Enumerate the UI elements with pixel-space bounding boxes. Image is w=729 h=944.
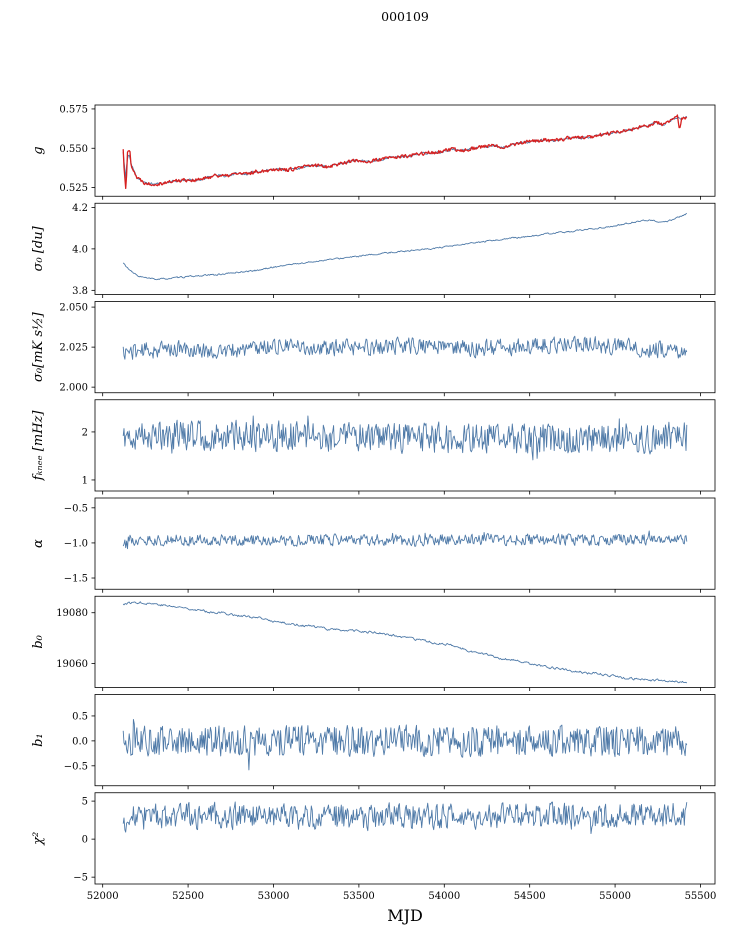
y-tick-label: −1.0 <box>64 538 88 549</box>
y-axis-label-alpha: α <box>31 539 46 548</box>
sigma0-du-line <box>122 212 688 281</box>
y-tick-label: 5 <box>82 797 88 808</box>
panel-sigma0-du: 3.8 4.0 4.2 σ₀ [du] <box>31 202 716 298</box>
panel-spine <box>94 595 716 688</box>
panel-plot-area <box>122 212 688 281</box>
b0-line <box>122 601 688 684</box>
panel-plot-area <box>122 415 688 461</box>
x-tick-label: 52500 <box>172 891 204 902</box>
panel-plot-area <box>122 530 688 550</box>
panel-plot-area <box>122 801 688 835</box>
panel-alpha: −0.5 −1.0 −1.5 α <box>31 497 716 593</box>
x-tick-label: 52000 <box>87 891 119 902</box>
panel-plot-area <box>122 335 688 360</box>
figure-title: 000109 <box>381 9 429 24</box>
panel-plot-area <box>122 114 688 190</box>
fknee-line <box>122 415 688 461</box>
y-tick-label: 3.8 <box>72 286 88 297</box>
x-tick-label: 53500 <box>343 891 375 902</box>
y-tick-label: 0.5 <box>72 711 88 722</box>
y-axis-label-fknee: fₖₙₑₑ [mHz] <box>31 410 46 482</box>
panel-plot-area <box>122 718 688 771</box>
panel-fknee: 1 2 fₖₙₑₑ [mHz] <box>31 399 716 495</box>
x-tick-label: 53000 <box>258 891 290 902</box>
y-tick-label: 19060 <box>56 659 88 670</box>
y-axis-label-sigma0-mk: σ₀[mK s½] <box>31 311 46 382</box>
y-tick-label: 1 <box>82 475 88 486</box>
panel-spine <box>94 202 716 295</box>
y-tick-label: 0.525 <box>59 183 88 194</box>
y-tick-label: 0.0 <box>72 736 88 747</box>
panel-spine <box>94 694 716 787</box>
x-tick-label: 55500 <box>685 891 717 902</box>
y-tick-label: 0 <box>82 835 88 846</box>
x-tick-label: 54500 <box>514 891 546 902</box>
alpha-line <box>122 530 688 550</box>
panel-chi2: 5 0 −5 52000 52500 53000 53500 54000 54500 55000 5… <box>31 792 717 902</box>
x-tick-label: 54000 <box>428 891 460 902</box>
y-tick-label: 2 <box>82 427 88 438</box>
g-blue-line <box>122 115 687 186</box>
chi2-line <box>122 801 688 835</box>
g-red-line <box>122 114 688 190</box>
x-tick-label: 55000 <box>599 891 631 902</box>
panel-b1: 0.5 0.0 −0.5 b₁ <box>31 694 716 790</box>
y-axis-label-g: g <box>31 146 46 154</box>
y-tick-label: 0.550 <box>59 144 88 155</box>
sigma0-mk-line <box>122 335 688 360</box>
x-axis-title: MJD <box>387 906 423 925</box>
y-axis-label-chi2: χ² <box>31 832 46 846</box>
panel-spine <box>94 497 716 590</box>
y-tick-label: −0.5 <box>64 503 88 514</box>
y-tick-label: 4.2 <box>72 203 88 214</box>
y-tick-label: 4.0 <box>72 244 88 255</box>
y-tick-label: −0.5 <box>64 761 88 772</box>
y-tick-label: 0.575 <box>59 104 88 115</box>
y-tick-label: 2.025 <box>59 343 88 354</box>
y-tick-label: 2.050 <box>59 303 88 314</box>
y-tick-label: 19080 <box>56 608 88 619</box>
panel-sigma0-mk: 2.000 2.025 2.050 σ₀[mK s½] <box>31 301 716 397</box>
y-tick-label: 2.000 <box>59 383 88 394</box>
y-axis-label-b1: b₁ <box>31 733 46 747</box>
y-tick-label: −5 <box>73 873 88 884</box>
panel-spine <box>94 792 716 885</box>
panel-g: 0.525 0.550 0.575 g <box>31 104 716 200</box>
y-tick-label: −1.5 <box>64 574 88 585</box>
panel-b0: 19060 19080 b₀ <box>31 595 716 691</box>
panel-plot-area <box>122 601 688 684</box>
b1-line <box>122 718 688 771</box>
panel-spine <box>94 104 716 197</box>
y-axis-label-b0: b₀ <box>31 634 46 648</box>
y-axis-label-sigma0-du: σ₀ [du] <box>31 225 46 271</box>
panel-spine <box>94 399 716 492</box>
